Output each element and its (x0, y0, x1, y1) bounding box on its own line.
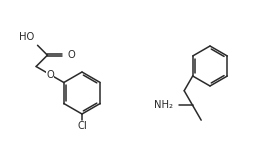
Text: HO: HO (19, 32, 35, 42)
Text: NH₂: NH₂ (154, 100, 173, 110)
Text: O: O (46, 70, 54, 79)
Text: O: O (68, 50, 75, 60)
Text: Cl: Cl (77, 121, 87, 131)
